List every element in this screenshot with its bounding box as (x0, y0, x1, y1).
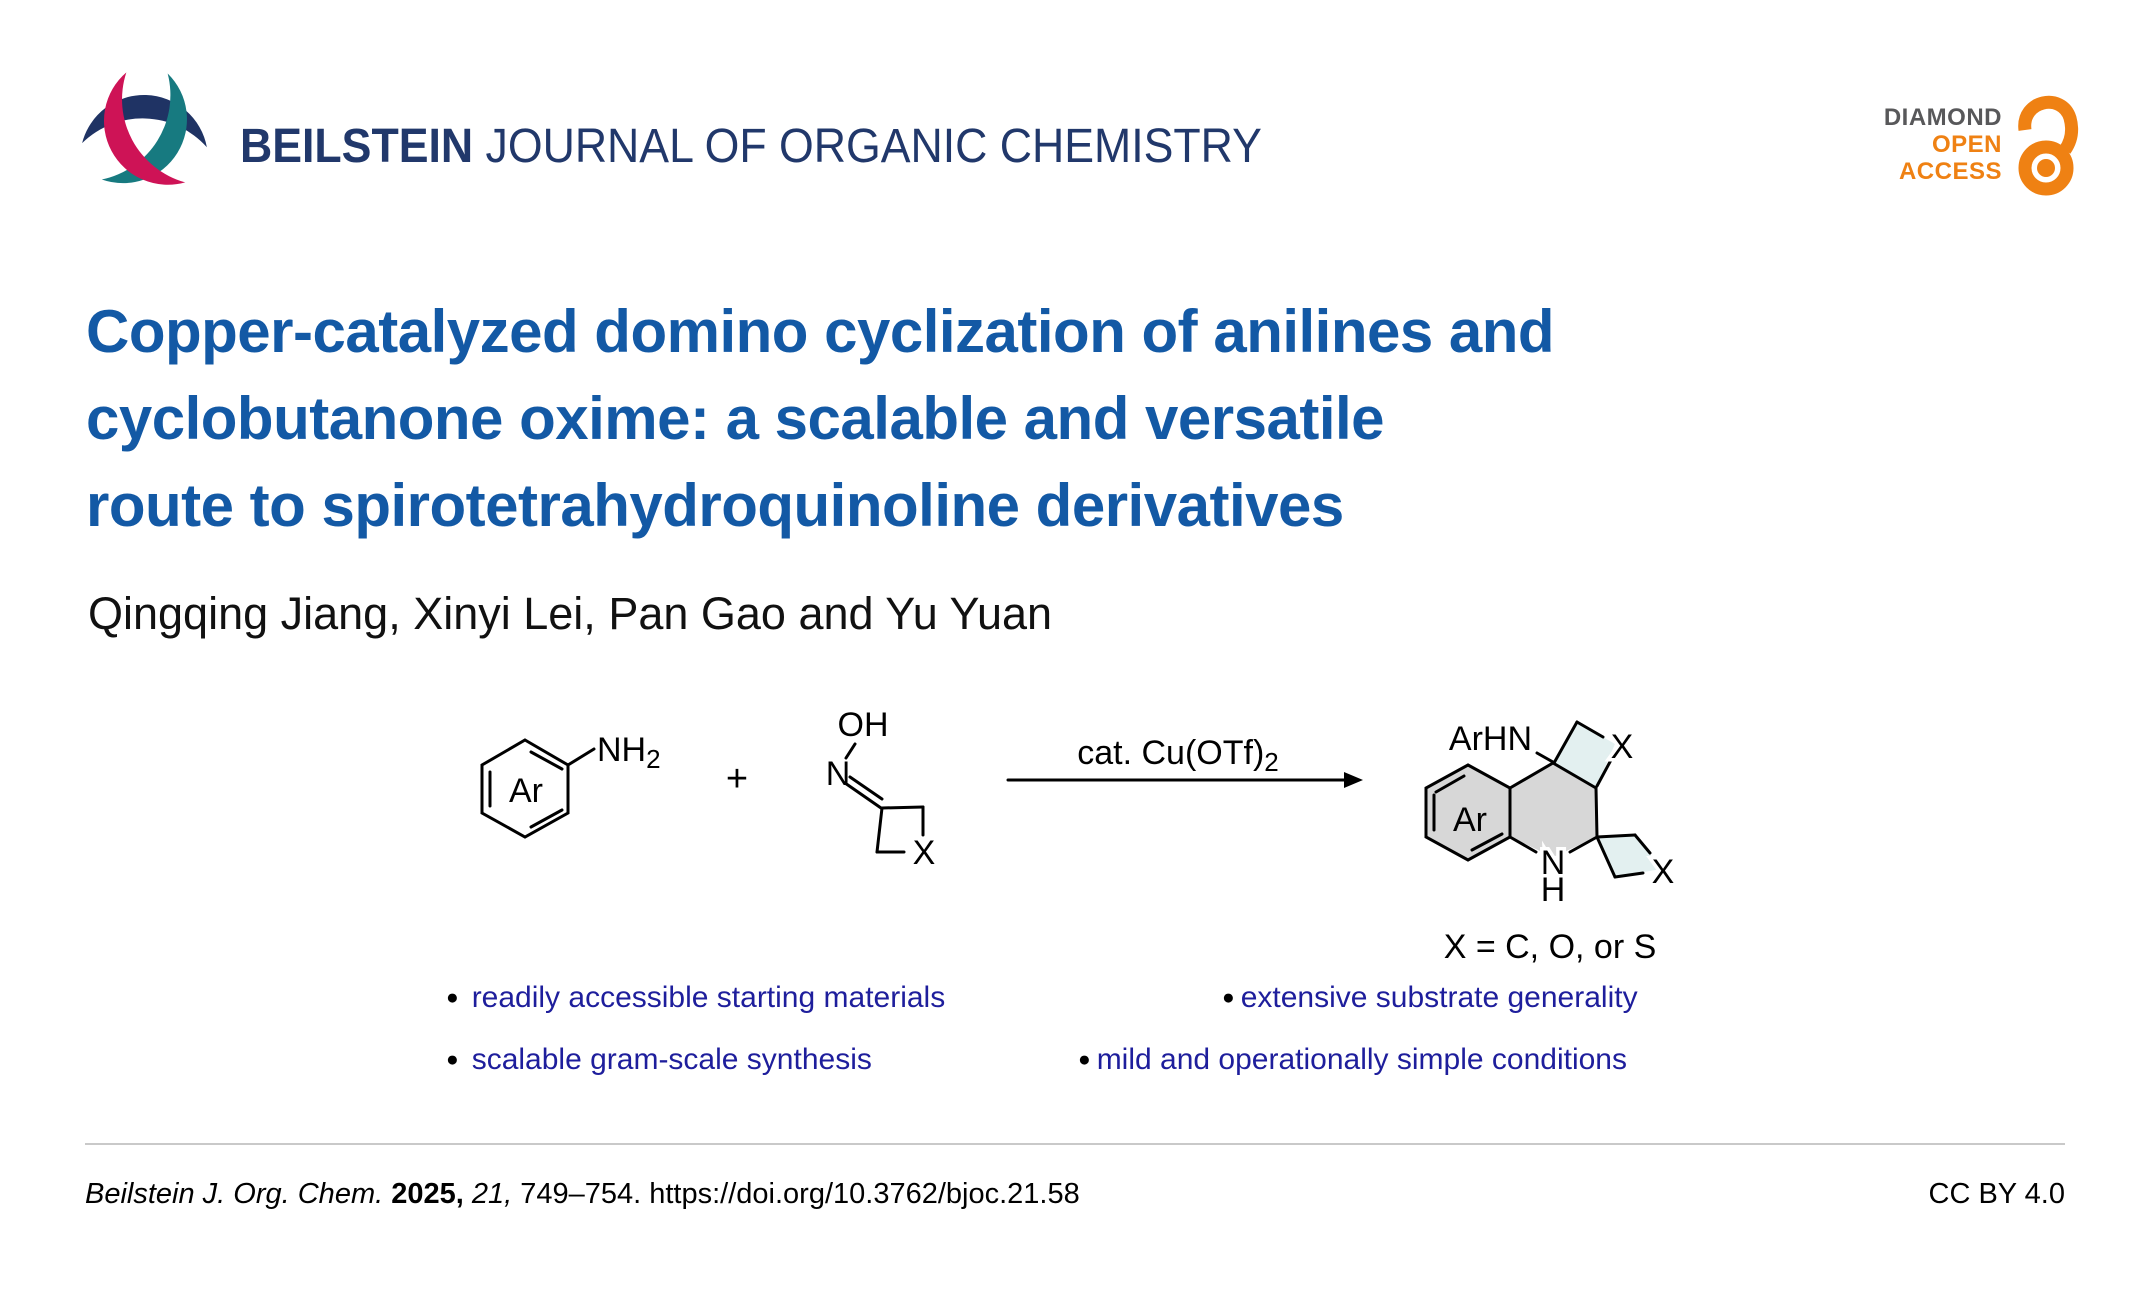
x-legend: X = C, O, or S (1444, 928, 1657, 966)
product-ar-label: Ar (1453, 801, 1487, 839)
bullet-dot-icon: ● (1222, 986, 1235, 1009)
open-access-label: DIAMOND OPEN ACCESS (1884, 104, 2002, 185)
open-access-lock-icon (2018, 95, 2079, 196)
product-arhn-label: ArHN (1449, 720, 1532, 758)
journal-name-bold: BEILSTEIN (240, 120, 474, 173)
bullet-item: ● extensive substrate generality (1222, 981, 1638, 1015)
product-h-label: H (1541, 871, 1566, 909)
page-title: Copper-catalyzed domino cyclization of a… (86, 288, 1555, 549)
bullet-text: mild and operationally simple conditions (1096, 1043, 1627, 1076)
authors-line: Qingqing Jiang, Xinyi Lei, Pan Gao and Y… (88, 588, 1053, 639)
bullet-text: scalable gram-scale synthesis (471, 1043, 872, 1076)
bullet-text: readily accessible starting materials (471, 981, 946, 1014)
footer-divider (85, 1143, 2065, 1145)
oa-line-diamond: DIAMOND (1883, 104, 2002, 131)
reaction-scheme: NH2 Ar + OH N X cat. Cu(OTf)2 ArHN Ar N … (480, 706, 1678, 966)
title-line-3: route to spirotetrahydroquinoline deriva… (86, 472, 1344, 539)
aniline-nh2-label: NH2 (597, 731, 661, 774)
oxime-x-label: X (913, 834, 936, 872)
bullet-dot-icon: ● (446, 1048, 459, 1071)
product-structure (1424, 720, 1652, 879)
oxime-n-label: N (826, 755, 851, 793)
product-x-top-label: X (1611, 728, 1634, 766)
journal-name: BEILSTEIN JOURNAL OF ORGANIC CHEMISTRY (240, 119, 1339, 174)
product-x-bottom-label: X (1652, 853, 1675, 891)
aniline-ar-label: Ar (509, 772, 543, 810)
citation-pages: 749–754. (520, 1178, 650, 1210)
bullet-dot-icon: ● (446, 986, 459, 1009)
oxime-oh-label: OH (838, 706, 889, 744)
reaction-arrow (1006, 772, 1363, 788)
bullet-item: ● mild and operationally simple conditio… (1078, 1043, 1627, 1077)
license-label: CC BY 4.0 (1928, 1178, 2065, 1210)
bullet-item: ● readily accessible starting materials (446, 981, 945, 1015)
aniline-structure (480, 738, 596, 839)
bullet-item: ● scalable gram-scale synthesis (446, 1043, 872, 1077)
citation-doi-link[interactable]: https://doi.org/10.3762/bjoc.21.58 (649, 1178, 1080, 1210)
citation-journal: Beilstein J. Org. Chem. (85, 1178, 384, 1210)
citation-line: Beilstein J. Org. Chem. 2025, 21, 749–75… (85, 1178, 1080, 1211)
title-line-1: Copper-catalyzed domino cyclization of a… (86, 298, 1555, 365)
oa-line-access: ACCESS (1898, 158, 2002, 185)
citation-year: 2025, (383, 1178, 472, 1210)
bullet-text: extensive substrate generality (1240, 981, 1638, 1014)
oxime-structure (843, 742, 925, 854)
oa-line-open: OPEN (1931, 131, 2002, 158)
product-n-label: N (1541, 844, 1566, 882)
bullet-dot-icon: ● (1078, 1048, 1091, 1071)
title-line-2: cyclobutanone oxime: a scalable and vers… (86, 385, 1385, 452)
catalyst-label: cat. Cu(OTf)2 (1077, 734, 1279, 777)
plus-sign: + (726, 758, 748, 800)
citation-volume: 21, (471, 1178, 521, 1210)
journal-name-rest: JOURNAL OF ORGANIC CHEMISTRY (473, 120, 1262, 173)
beilstein-logo-icon (82, 72, 207, 185)
